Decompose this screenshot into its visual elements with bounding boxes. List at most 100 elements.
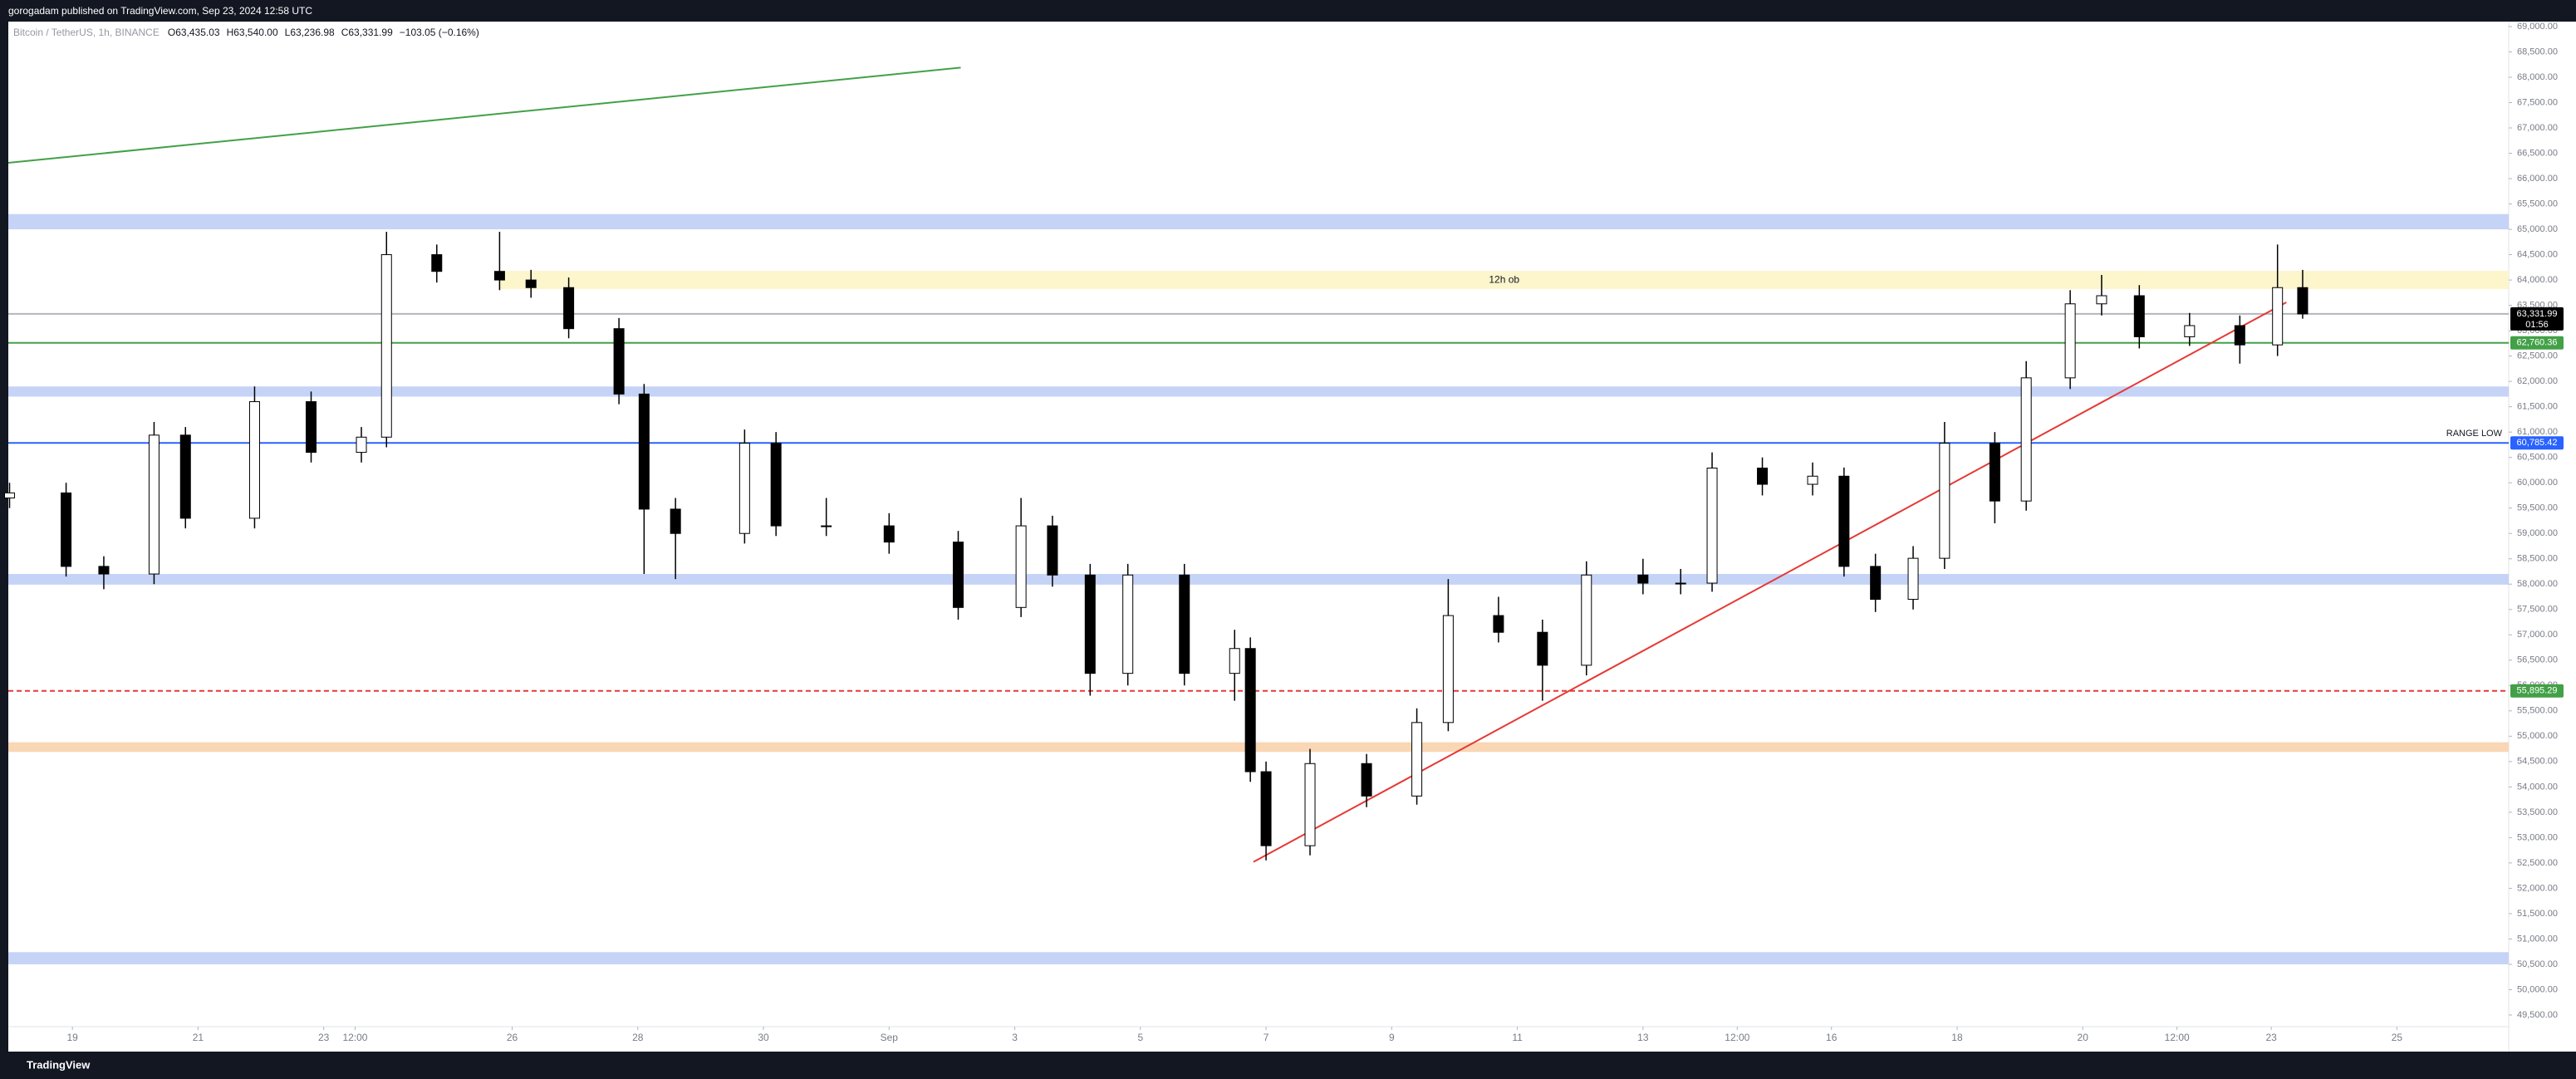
y-tick-label: 66,500.00 (2517, 148, 2558, 158)
y-tick-label: 62,500.00 (2517, 351, 2558, 361)
price-tag-label: 55,895.29 (2517, 686, 2558, 696)
x-tick-label: 16 (1826, 1032, 1838, 1043)
legend-value: H63,540.00 (227, 27, 278, 38)
legend-value: O63,435.03 (168, 27, 220, 38)
candle-body (1807, 475, 1818, 485)
candle-body (2184, 325, 2196, 337)
x-tick-label: 5 (1137, 1032, 1143, 1043)
candle-body (1493, 615, 1504, 633)
y-tick-label: 53,500.00 (2517, 807, 2558, 817)
candle-body (638, 393, 650, 510)
price-tag-label: 60,785.42 (2517, 438, 2558, 448)
y-tick-label: 54,000.00 (2517, 782, 2558, 792)
y-tick-label: 55,500.00 (2517, 706, 2558, 716)
y-tick-label: 67,500.00 (2517, 97, 2558, 107)
bottom-bar (0, 1052, 2576, 1079)
y-tick-label: 49,500.00 (2517, 1010, 2558, 1020)
candle-body (2133, 295, 2145, 337)
y-tick-label: 61,000.00 (2517, 427, 2558, 437)
y-tick-label: 60,000.00 (2517, 478, 2558, 488)
y-tick-label: 51,500.00 (2517, 909, 2558, 919)
candle-body (883, 525, 895, 543)
candle-body (952, 542, 964, 608)
countdown: 01:56 (2525, 320, 2549, 330)
price-tag (2510, 684, 2564, 698)
x-tick-label: 7 (1263, 1032, 1269, 1043)
candle-body (1084, 574, 1096, 674)
candle-body (1361, 763, 1372, 797)
x-tick-label: 23 (318, 1032, 330, 1043)
candle-body (1047, 525, 1058, 576)
x-tick-label: 26 (507, 1032, 518, 1043)
y-tick-label: 56,500.00 (2517, 655, 2558, 665)
candle-body (1304, 763, 1316, 846)
trendline (1253, 302, 2287, 863)
candle-body (1411, 722, 1423, 797)
x-tick-label: 20 (2078, 1032, 2089, 1043)
candle-body (2064, 303, 2076, 379)
y-tick-label: 65,000.00 (2517, 224, 2558, 234)
legend-value: −103.05 (−0.16%) (400, 27, 479, 38)
y-tick-label: 69,000.00 (2517, 22, 2558, 32)
y-tick-label: 59,500.00 (2517, 503, 2558, 513)
candle-body (1537, 631, 1548, 666)
candle-body (1989, 443, 2000, 502)
y-tick-label: 55,000.00 (2517, 731, 2558, 741)
price-tag (2510, 307, 2564, 331)
y-tick-label: 62,000.00 (2517, 376, 2558, 386)
y-tick-label: 50,000.00 (2517, 984, 2558, 994)
candle-body (563, 287, 575, 330)
x-tick-label: 12:00 (1725, 1032, 1749, 1043)
x-tick-label: 13 (1637, 1032, 1649, 1043)
candle-body (1015, 525, 1027, 608)
candle-body (1581, 574, 1592, 666)
candle-body (98, 566, 110, 575)
candle-body (1870, 566, 1882, 601)
candle-body (1442, 615, 1454, 723)
candle-body (179, 434, 191, 519)
candle-body (431, 254, 443, 272)
candle-body (1229, 648, 1240, 674)
candle-body (1838, 475, 1850, 567)
candle-body (1637, 574, 1649, 584)
y-tick-label: 50,500.00 (2517, 959, 2558, 969)
zone (8, 574, 2509, 585)
price-tag-label: 63,331.99 (2517, 309, 2558, 319)
candle-body (493, 271, 505, 281)
y-tick-label: 59,000.00 (2517, 528, 2558, 538)
x-tick-label: 23 (2265, 1032, 2277, 1043)
top-bar (0, 0, 2576, 22)
candle-body (1122, 574, 1134, 674)
candle-body (1675, 582, 1686, 585)
candle-body (61, 492, 72, 567)
candle-body (613, 328, 625, 395)
candle-body (1260, 771, 1272, 846)
legend-value: C63,331.99 (341, 27, 393, 38)
zone-label: 12h ob (1489, 273, 1519, 285)
candle-body (2297, 287, 2309, 315)
candle-body (1244, 648, 1256, 772)
y-tick-label: 64,500.00 (2517, 249, 2558, 259)
header: gorogadam published on TradingView.com, … (8, 5, 312, 17)
y-tick-label: 58,500.00 (2517, 554, 2558, 564)
x-tick-label: 21 (193, 1032, 204, 1043)
x-tick-label: 25 (2392, 1032, 2403, 1043)
candle-body (525, 279, 537, 288)
candle-body (1757, 467, 1769, 485)
y-tick-label: 68,500.00 (2517, 47, 2558, 56)
candle-body (356, 436, 367, 454)
price-tag-label: 62,760.36 (2517, 338, 2558, 348)
candle-body (380, 254, 392, 438)
zone (8, 213, 2509, 230)
candle-body (1907, 557, 1919, 601)
candle-body (1706, 467, 1718, 584)
x-tick-label: 19 (66, 1032, 78, 1043)
y-tick-label: 65,500.00 (2517, 199, 2558, 208)
y-tick-label: 51,000.00 (2517, 934, 2558, 944)
trendline (7, 66, 961, 164)
x-tick-label: 9 (1389, 1032, 1395, 1043)
x-tick-label: 11 (1512, 1032, 1523, 1043)
y-tick-label: 52,000.00 (2517, 883, 2558, 893)
